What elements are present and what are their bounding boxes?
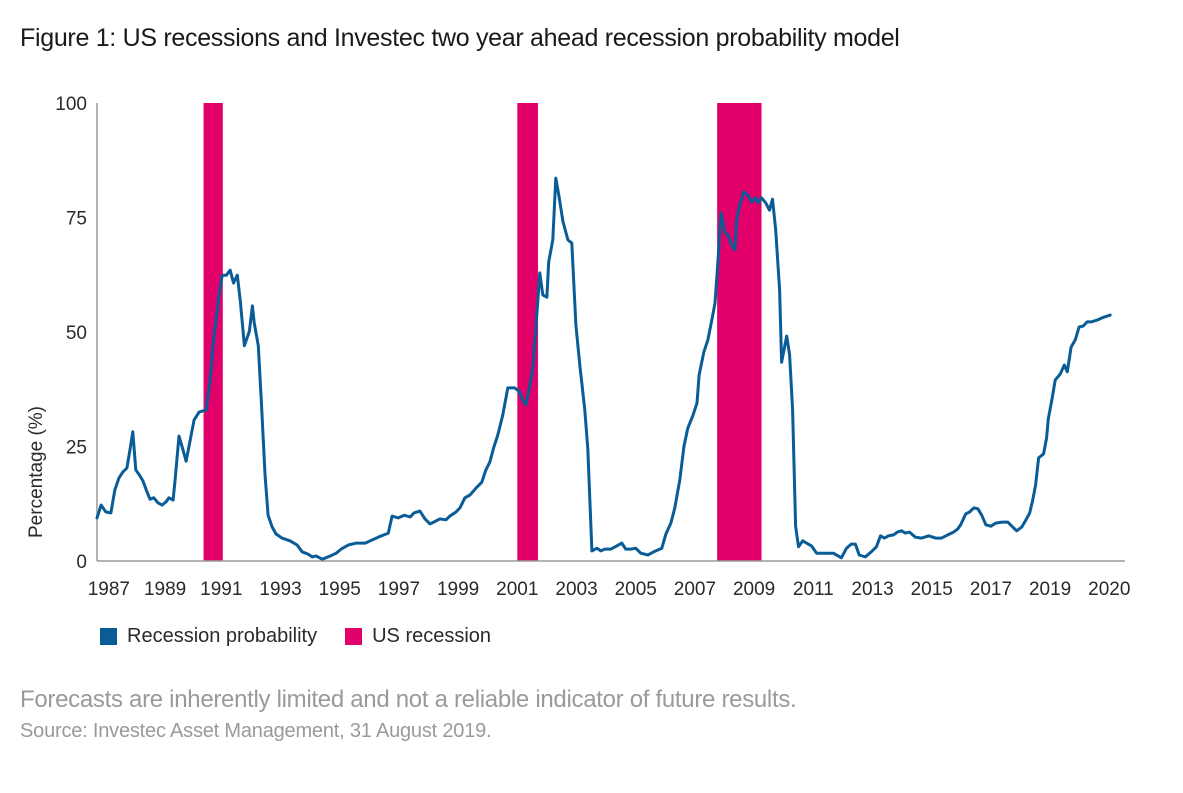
x-tick-label: 2005 bbox=[615, 579, 657, 600]
chart-area: 0 25 50 75 100 1987 1989 1991 1993 1995 1997 1999 2… bbox=[26, 94, 1131, 600]
legend-label-recession-probability: Recession probability bbox=[127, 625, 318, 647]
source-note: Source: Investec Asset Management, 31 Au… bbox=[20, 720, 492, 742]
x-tick-label: 2003 bbox=[555, 579, 597, 600]
x-tick-label: 2013 bbox=[851, 579, 893, 600]
x-tick-label: 2011 bbox=[793, 579, 834, 600]
legend-item-us-recession: US recession bbox=[345, 625, 491, 648]
y-tick-label: 100 bbox=[55, 94, 87, 115]
legend-swatch-us-recession bbox=[345, 628, 363, 645]
legend: Recession probability US recession bbox=[100, 625, 519, 648]
y-tick-label: 75 bbox=[66, 209, 87, 230]
x-tick-label: 1991 bbox=[200, 579, 242, 600]
recession-probability-line bbox=[95, 176, 1112, 561]
x-tick-label: 1989 bbox=[144, 579, 186, 600]
x-tick-label: 1999 bbox=[437, 579, 479, 600]
legend-swatch-recession-probability bbox=[100, 628, 117, 645]
x-tick-label: 2007 bbox=[674, 579, 716, 600]
y-axis-label: Percentage (%) bbox=[26, 406, 47, 538]
y-tick-labels: 0 25 50 75 100 bbox=[55, 94, 87, 573]
legend-label-us-recession: US recession bbox=[372, 625, 492, 647]
chart-title: Figure 1: US recessions and Investec two… bbox=[20, 24, 900, 52]
x-tick-labels: 1987 1989 1991 1993 1995 1997 1999 2001 2003 2005… bbox=[88, 579, 1131, 600]
x-tick-label: 2017 bbox=[970, 579, 1012, 600]
legend-item-recession-probability: Recession probability bbox=[100, 625, 317, 648]
x-tick-label: 1987 bbox=[88, 579, 130, 600]
x-tick-label: 2019 bbox=[1029, 579, 1071, 600]
x-tick-label: 2020 bbox=[1088, 579, 1130, 600]
y-tick-label: 0 bbox=[76, 552, 87, 573]
y-tick-label: 25 bbox=[66, 438, 87, 459]
x-tick-label: 2001 bbox=[496, 579, 538, 600]
x-tick-label: 2015 bbox=[911, 579, 953, 600]
recession-bar-2 bbox=[517, 103, 539, 561]
x-tick-label: 1997 bbox=[378, 579, 420, 600]
x-tick-label: 2009 bbox=[733, 579, 775, 600]
recession-bar-3 bbox=[717, 103, 762, 561]
y-tick-label: 50 bbox=[66, 323, 87, 344]
x-tick-label: 1995 bbox=[319, 579, 361, 600]
x-tick-label: 1993 bbox=[259, 579, 301, 600]
disclaimer-note: Forecasts are inherently limited and not… bbox=[20, 686, 797, 713]
